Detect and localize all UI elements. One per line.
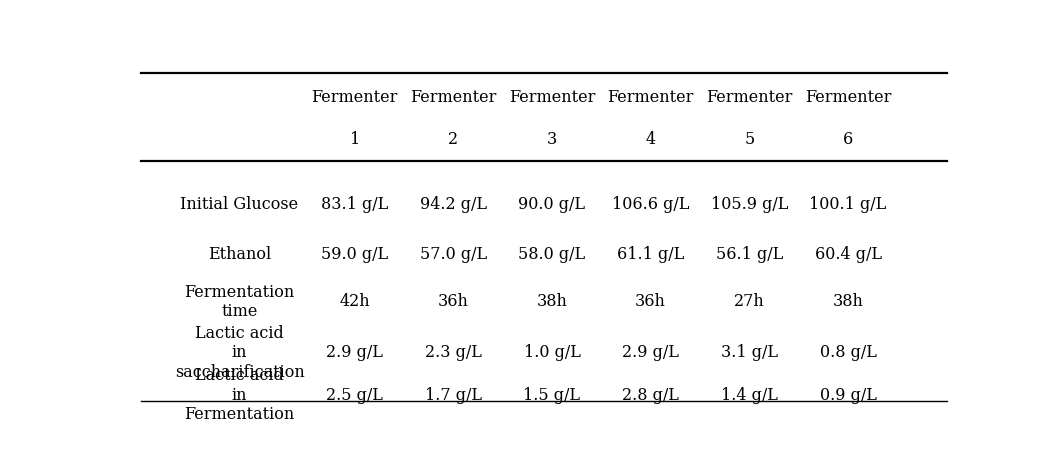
Text: 100.1 g/L: 100.1 g/L — [810, 196, 887, 213]
Text: 61.1 g/L: 61.1 g/L — [618, 245, 684, 263]
Text: 90.0 g/L: 90.0 g/L — [519, 196, 586, 213]
Text: Initial Glucose: Initial Glucose — [180, 196, 298, 213]
Text: Fermenter: Fermenter — [707, 89, 793, 106]
Text: 2: 2 — [448, 131, 458, 148]
Text: 27h: 27h — [734, 293, 765, 311]
Text: 6: 6 — [842, 131, 853, 148]
Text: Ethanol: Ethanol — [208, 245, 272, 263]
Text: 94.2 g/L: 94.2 g/L — [420, 196, 487, 213]
Text: 38h: 38h — [537, 293, 568, 311]
Text: 2.3 g/L: 2.3 g/L — [424, 344, 482, 361]
Text: 2.9 g/L: 2.9 g/L — [622, 344, 679, 361]
Text: 1.4 g/L: 1.4 g/L — [720, 387, 778, 404]
Text: 0.8 g/L: 0.8 g/L — [819, 344, 876, 361]
Text: Fermenter: Fermenter — [509, 89, 595, 106]
Text: 2.5 g/L: 2.5 g/L — [326, 387, 383, 404]
Text: 38h: 38h — [833, 293, 864, 311]
Text: 3.1 g/L: 3.1 g/L — [720, 344, 778, 361]
Text: 2.8 g/L: 2.8 g/L — [622, 387, 679, 404]
Text: 83.1 g/L: 83.1 g/L — [321, 196, 388, 213]
Text: 3: 3 — [546, 131, 557, 148]
Text: 106.6 g/L: 106.6 g/L — [612, 196, 690, 213]
Text: 105.9 g/L: 105.9 g/L — [711, 196, 788, 213]
Text: 0.9 g/L: 0.9 g/L — [819, 387, 876, 404]
Text: 60.4 g/L: 60.4 g/L — [815, 245, 882, 263]
Text: 57.0 g/L: 57.0 g/L — [420, 245, 487, 263]
Text: 1.7 g/L: 1.7 g/L — [424, 387, 482, 404]
Text: 36h: 36h — [438, 293, 469, 311]
Text: 42h: 42h — [340, 293, 370, 311]
Text: 58.0 g/L: 58.0 g/L — [519, 245, 586, 263]
Text: 1: 1 — [349, 131, 360, 148]
Text: Fermenter: Fermenter — [312, 89, 398, 106]
Text: 59.0 g/L: 59.0 g/L — [321, 245, 388, 263]
Text: 2.9 g/L: 2.9 g/L — [326, 344, 383, 361]
Text: 4: 4 — [645, 131, 656, 148]
Text: Fermenter: Fermenter — [805, 89, 891, 106]
Text: Lactic acid
in
Fermentation: Lactic acid in Fermentation — [185, 367, 295, 423]
Text: Lactic acid
in
saccharification: Lactic acid in saccharification — [175, 325, 305, 381]
Text: 5: 5 — [744, 131, 754, 148]
Text: Fermenter: Fermenter — [411, 89, 497, 106]
Text: 1.0 g/L: 1.0 g/L — [523, 344, 580, 361]
Text: 36h: 36h — [636, 293, 666, 311]
Text: Fermenter: Fermenter — [608, 89, 694, 106]
Text: 1.5 g/L: 1.5 g/L — [523, 387, 580, 404]
Text: 56.1 g/L: 56.1 g/L — [716, 245, 783, 263]
Text: Fermentation
time: Fermentation time — [185, 284, 295, 320]
